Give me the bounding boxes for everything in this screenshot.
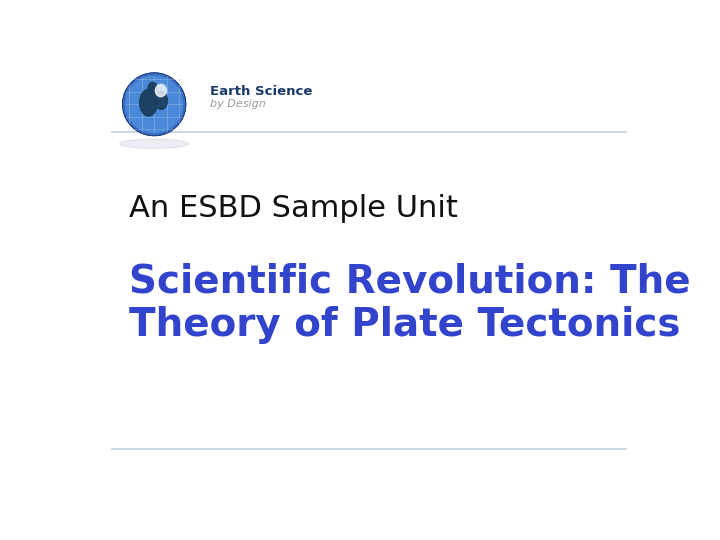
Text: Earth Science: Earth Science xyxy=(210,85,312,98)
Ellipse shape xyxy=(148,83,157,94)
Text: Theory of Plate Tectonics: Theory of Plate Tectonics xyxy=(129,306,680,343)
Text: by Design: by Design xyxy=(210,99,266,109)
Ellipse shape xyxy=(156,85,166,97)
Polygon shape xyxy=(125,76,183,133)
Ellipse shape xyxy=(155,92,167,109)
Ellipse shape xyxy=(156,84,167,97)
Ellipse shape xyxy=(155,92,167,109)
Ellipse shape xyxy=(120,139,189,148)
Polygon shape xyxy=(127,77,181,132)
Text: Scientific Revolution: The: Scientific Revolution: The xyxy=(129,262,690,300)
Polygon shape xyxy=(123,73,186,136)
Text: An ESBD Sample Unit: An ESBD Sample Unit xyxy=(129,194,458,223)
Ellipse shape xyxy=(140,90,157,116)
Ellipse shape xyxy=(140,90,157,116)
Ellipse shape xyxy=(148,83,157,94)
Polygon shape xyxy=(126,76,182,132)
Polygon shape xyxy=(124,74,184,134)
Polygon shape xyxy=(123,73,186,136)
